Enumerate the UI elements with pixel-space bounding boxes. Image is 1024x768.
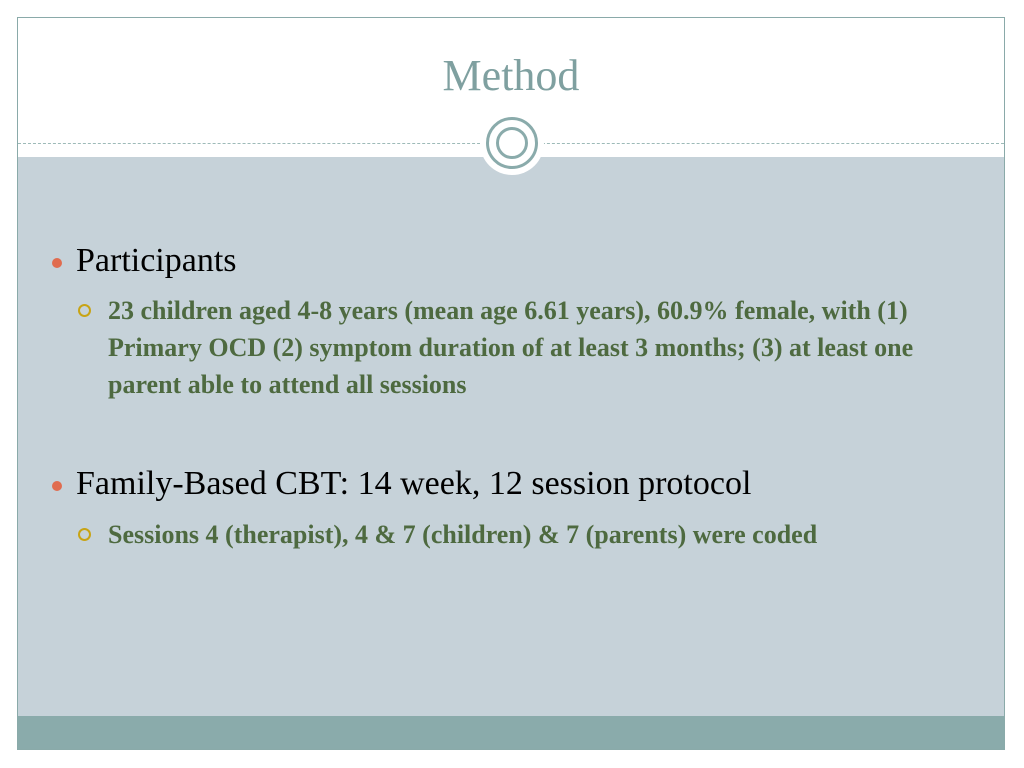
sub-bullet-participants-detail: 23 children aged 4-8 years (mean age 6.6… [76, 292, 946, 403]
content-area: Participants 23 children aged 4-8 years … [18, 157, 1004, 717]
concentric-circle-ornament-icon [480, 111, 544, 175]
bullet-dot-icon [52, 258, 62, 268]
sub-bullet-ring-icon [78, 528, 91, 541]
ornament-outer-ring [486, 117, 538, 169]
footer-band [18, 716, 1004, 749]
sub-bullet-ring-icon [78, 304, 91, 317]
bullet-label: Family-Based CBT: 14 week, 12 session pr… [76, 465, 752, 502]
ornament-inner-ring [496, 127, 528, 159]
bullet-label: Participants [76, 242, 237, 279]
bullet-participants: Participants [52, 241, 237, 282]
slide-title: Method [442, 51, 580, 100]
slide: Method Participants 23 children aged 4-8… [17, 17, 1005, 750]
bullet-dot-icon [52, 481, 62, 491]
sub-bullet-text: 23 children aged 4-8 years (mean age 6.6… [108, 296, 914, 399]
bullet-family-based-cbt: Family-Based CBT: 14 week, 12 session pr… [52, 464, 751, 505]
sub-bullet-sessions-coded: Sessions 4 (therapist), 4 & 7 (children)… [76, 516, 946, 553]
sub-bullet-text: Sessions 4 (therapist), 4 & 7 (children)… [108, 520, 818, 549]
